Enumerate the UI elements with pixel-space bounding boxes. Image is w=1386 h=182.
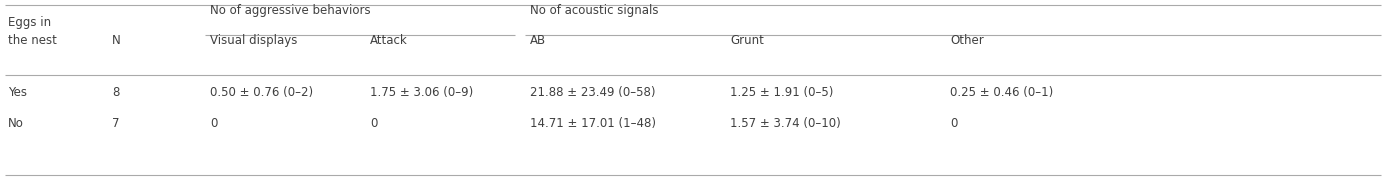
Text: 0: 0 — [949, 117, 958, 130]
Text: 7: 7 — [112, 117, 119, 130]
Text: the nest: the nest — [8, 34, 57, 47]
Text: Visual displays: Visual displays — [211, 34, 298, 47]
Text: Attack: Attack — [370, 34, 407, 47]
Text: 1.25 ± 1.91 (0–5): 1.25 ± 1.91 (0–5) — [730, 86, 833, 99]
Text: Eggs in: Eggs in — [8, 16, 51, 29]
Text: No: No — [8, 117, 24, 130]
Text: 1.57 ± 3.74 (0–10): 1.57 ± 3.74 (0–10) — [730, 117, 841, 130]
Text: 21.88 ± 23.49 (0–58): 21.88 ± 23.49 (0–58) — [529, 86, 656, 99]
Text: No of acoustic signals: No of acoustic signals — [529, 4, 658, 17]
Text: 0: 0 — [211, 117, 218, 130]
Text: 14.71 ± 17.01 (1–48): 14.71 ± 17.01 (1–48) — [529, 117, 656, 130]
Text: 0.25 ± 0.46 (0–1): 0.25 ± 0.46 (0–1) — [949, 86, 1053, 99]
Text: 1.75 ± 3.06 (0–9): 1.75 ± 3.06 (0–9) — [370, 86, 473, 99]
Text: 0.50 ± 0.76 (0–2): 0.50 ± 0.76 (0–2) — [211, 86, 313, 99]
Text: 8: 8 — [112, 86, 119, 99]
Text: No of aggressive behaviors: No of aggressive behaviors — [211, 4, 370, 17]
Text: Grunt: Grunt — [730, 34, 764, 47]
Text: Other: Other — [949, 34, 984, 47]
Text: AB: AB — [529, 34, 546, 47]
Text: 0: 0 — [370, 117, 377, 130]
Text: N: N — [112, 34, 121, 47]
Text: Yes: Yes — [8, 86, 26, 99]
